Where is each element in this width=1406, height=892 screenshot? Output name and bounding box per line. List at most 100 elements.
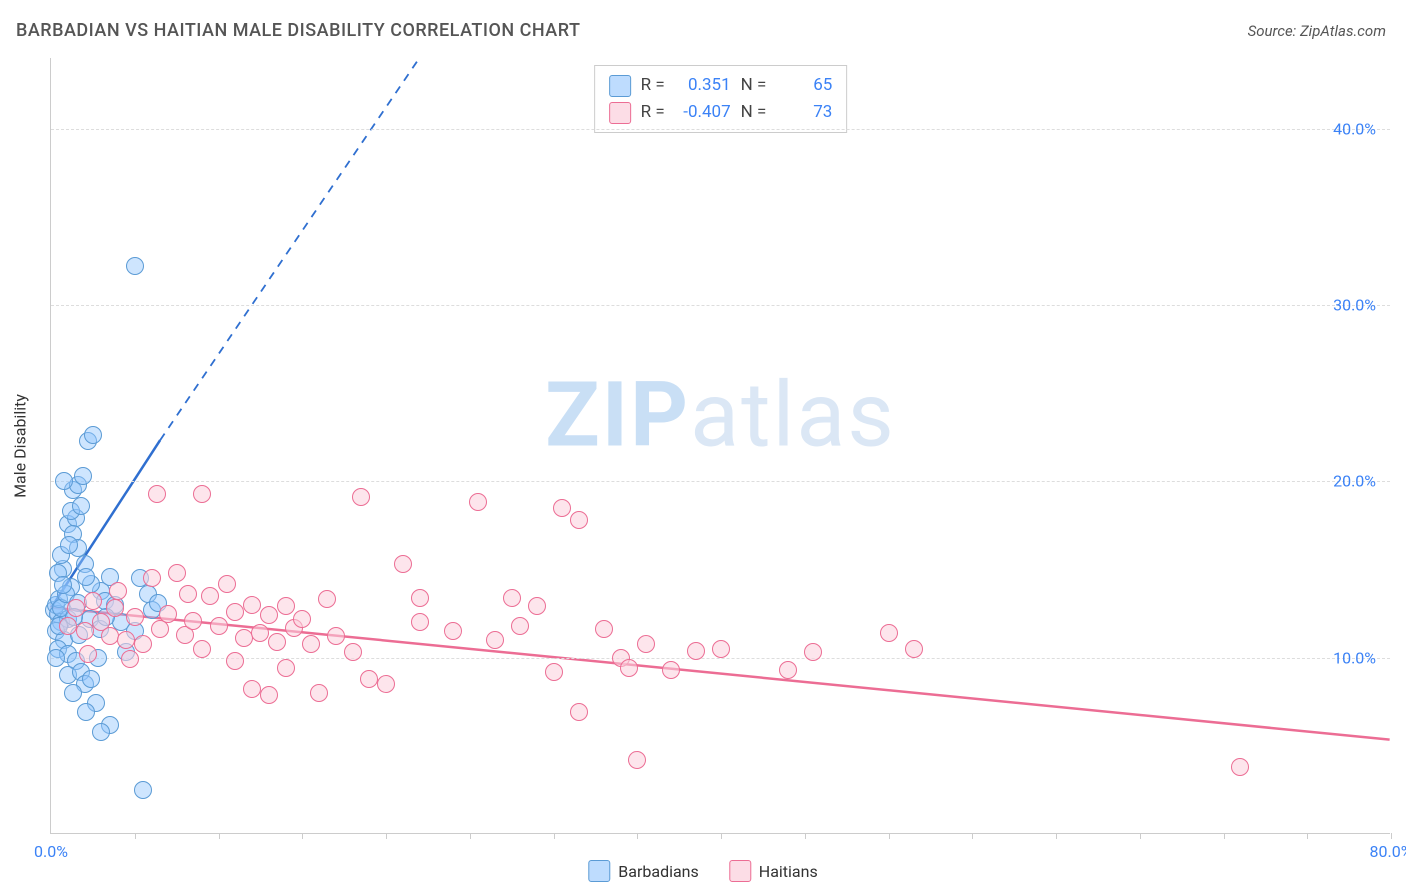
scatter-point: [226, 652, 244, 670]
scatter-point: [59, 617, 77, 635]
xtick: [554, 833, 555, 839]
scatter-point: [109, 582, 127, 600]
xtick-label: 80.0%: [1370, 842, 1406, 861]
scatter-point: [327, 627, 345, 645]
scatter-point: [637, 635, 655, 653]
ytick-label: 20.0%: [1333, 472, 1376, 491]
scatter-point: [179, 585, 197, 603]
scatter-point: [377, 675, 395, 693]
scatter-point: [84, 592, 102, 610]
scatter-point: [444, 622, 462, 640]
xtick: [1307, 833, 1308, 839]
scatter-point: [134, 781, 152, 799]
swatch-blue-icon: [588, 860, 610, 882]
xtick: [1140, 833, 1141, 839]
watermark: ZIPatlas: [545, 362, 896, 467]
scatter-point: [47, 649, 65, 667]
scatter-point: [545, 663, 563, 681]
plot-area: ZIPatlas R = 0.351 N = 65 R = -0.407 N =…: [50, 58, 1390, 834]
gridline: [51, 305, 1390, 306]
scatter-point: [628, 751, 646, 769]
scatter-point: [360, 670, 378, 688]
scatter-point: [662, 661, 680, 679]
scatter-point: [168, 564, 186, 582]
scatter-point: [143, 569, 161, 587]
scatter-point: [293, 610, 311, 628]
xtick: [805, 833, 806, 839]
legend-row-haitians: R = -0.407 N = 73: [609, 99, 833, 126]
scatter-point: [553, 499, 571, 517]
scatter-point: [82, 670, 100, 688]
scatter-point: [344, 643, 362, 661]
scatter-point: [570, 703, 588, 721]
scatter-point: [76, 622, 94, 640]
legend-item-barbadians: Barbadians: [588, 860, 699, 882]
scatter-point: [54, 576, 72, 594]
gridline: [51, 129, 1390, 130]
scatter-point: [77, 568, 95, 586]
scatter-point: [64, 684, 82, 702]
scatter-point: [1231, 758, 1249, 776]
scatter-point: [84, 426, 102, 444]
scatter-point: [193, 485, 211, 503]
scatter-point: [218, 575, 236, 593]
scatter-point: [226, 603, 244, 621]
scatter-point: [235, 629, 253, 647]
scatter-point: [595, 620, 613, 638]
scatter-point: [77, 703, 95, 721]
xtick: [219, 833, 220, 839]
scatter-point: [528, 597, 546, 615]
scatter-point: [251, 624, 269, 642]
scatter-point: [804, 643, 822, 661]
scatter-point: [184, 612, 202, 630]
scatter-point: [55, 472, 73, 490]
scatter-point: [469, 493, 487, 511]
scatter-point: [277, 597, 295, 615]
scatter-point: [318, 590, 336, 608]
scatter-point: [126, 608, 144, 626]
scatter-point: [277, 659, 295, 677]
scatter-point: [159, 605, 177, 623]
scatter-point: [260, 686, 278, 704]
scatter-point: [687, 642, 705, 660]
scatter-point: [117, 631, 135, 649]
scatter-point: [352, 488, 370, 506]
xtick: [386, 833, 387, 839]
swatch-pink-icon: [609, 102, 631, 124]
scatter-point: [503, 589, 521, 607]
xtick-label: 0.0%: [34, 842, 68, 861]
scatter-point: [193, 640, 211, 658]
scatter-point: [302, 635, 320, 653]
xtick: [721, 833, 722, 839]
chart-title: BARBADIAN VS HAITIAN MALE DISABILITY COR…: [16, 20, 580, 41]
scatter-point: [151, 620, 169, 638]
scatter-point: [880, 624, 898, 642]
series-legend: Barbadians Haitians: [588, 860, 817, 882]
source-attribution: Source: ZipAtlas.com: [1248, 22, 1386, 40]
xtick: [1391, 833, 1392, 839]
swatch-blue-icon: [609, 75, 631, 97]
xtick: [637, 833, 638, 839]
scatter-point: [92, 723, 110, 741]
scatter-point: [779, 661, 797, 679]
scatter-point: [620, 659, 638, 677]
scatter-point: [394, 555, 412, 573]
scatter-point: [570, 511, 588, 529]
scatter-point: [79, 645, 97, 663]
scatter-point: [411, 589, 429, 607]
y-axis-label: Male Disability: [11, 394, 30, 498]
xtick: [889, 833, 890, 839]
scatter-point: [126, 257, 144, 275]
ytick-label: 40.0%: [1333, 119, 1376, 138]
scatter-point: [74, 467, 92, 485]
scatter-point: [260, 606, 278, 624]
scatter-point: [905, 640, 923, 658]
xtick: [302, 833, 303, 839]
swatch-pink-icon: [729, 860, 751, 882]
gridline: [51, 481, 1390, 482]
legend-item-haitians: Haitians: [729, 860, 818, 882]
correlation-legend: R = 0.351 N = 65 R = -0.407 N = 73: [594, 65, 848, 133]
scatter-point: [101, 627, 119, 645]
scatter-point: [148, 485, 166, 503]
scatter-point: [121, 650, 139, 668]
